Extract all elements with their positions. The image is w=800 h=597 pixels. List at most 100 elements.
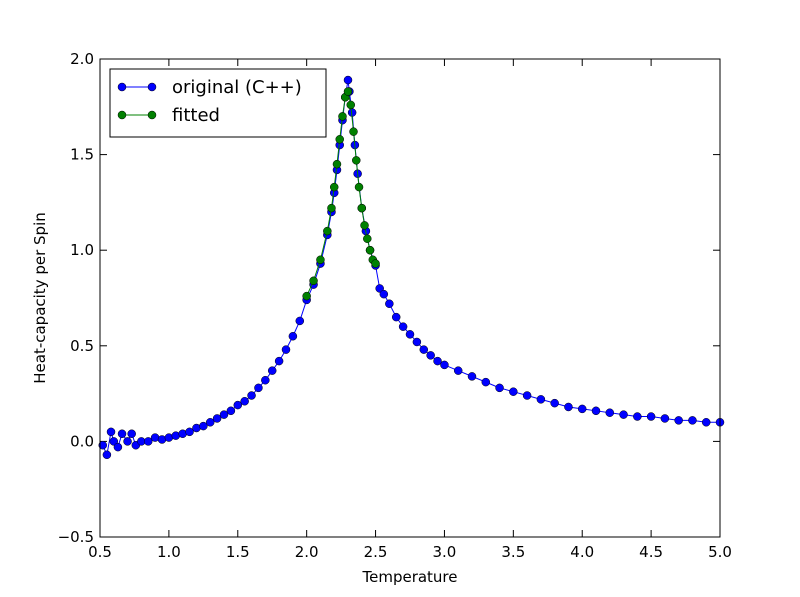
data-point [646, 412, 656, 421]
data-point [329, 182, 339, 192]
x-tick-label: 1.0 [157, 543, 181, 561]
data-point [233, 400, 243, 410]
data-point [433, 356, 442, 366]
data-point [323, 226, 332, 236]
data-point [205, 418, 215, 427]
data-point [332, 159, 342, 169]
data-point [405, 330, 415, 339]
data-point [254, 383, 263, 393]
data-point [536, 395, 546, 404]
y-tick-label: 2.0 [70, 50, 94, 68]
x-tick-label: 3.5 [501, 543, 525, 561]
y-tick-label: 0.0 [70, 432, 94, 450]
data-point [633, 412, 642, 421]
data-point [419, 345, 429, 354]
data-point [335, 135, 344, 144]
data-point [605, 408, 615, 417]
data-point [701, 418, 711, 427]
x-tick-label: 4.0 [570, 543, 594, 561]
data-point [274, 356, 284, 366]
data-point [302, 291, 311, 301]
y-tick-label: 1.5 [70, 146, 94, 164]
y-tick-label: 0.5 [70, 337, 94, 355]
data-point [113, 442, 123, 452]
data-point [352, 156, 361, 165]
data-point [267, 366, 277, 375]
data-point [398, 322, 408, 331]
data-point [102, 450, 112, 460]
data-point [426, 351, 435, 360]
y-tick-label: 1.0 [70, 241, 94, 259]
data-point [346, 100, 356, 110]
data-point [564, 402, 573, 412]
data-point [247, 391, 256, 400]
data-point [316, 255, 325, 265]
data-point [357, 203, 367, 213]
data-point [481, 377, 491, 387]
data-point [185, 427, 194, 437]
x-tick-label: 0.5 [88, 543, 112, 561]
data-point [295, 316, 305, 326]
legend-label: fitted [172, 105, 220, 126]
y-axis-label: Heat-capacity per Spin [31, 212, 49, 384]
data-point [343, 87, 353, 96]
data-point [226, 406, 236, 416]
data-point [261, 375, 270, 385]
data-point [412, 337, 422, 347]
legend-box [109, 68, 327, 138]
data-point [577, 404, 587, 414]
data-point [354, 182, 364, 192]
x-tick-label: 2.5 [364, 543, 388, 561]
legend-marker [147, 110, 157, 120]
data-point [688, 416, 697, 425]
data-point [509, 387, 518, 396]
data-point [440, 360, 449, 370]
data-point [240, 396, 249, 406]
data-point [281, 345, 291, 354]
x-tick-label: 1.5 [226, 543, 250, 561]
data-point [98, 440, 108, 450]
x-tick-label: 5.0 [708, 543, 732, 561]
data-point [327, 203, 336, 213]
data-point [619, 410, 628, 419]
data-point [109, 437, 119, 446]
data-point [143, 437, 153, 446]
data-point [375, 284, 384, 293]
data-point [219, 410, 229, 419]
data-point [674, 416, 683, 425]
data-point [660, 414, 670, 423]
data-point [127, 429, 136, 439]
data-point [117, 429, 127, 439]
data-point [522, 391, 532, 400]
data-point [123, 437, 132, 446]
data-point [467, 372, 477, 381]
x-tick-label: 4.5 [639, 543, 663, 561]
data-point [371, 259, 380, 268]
data-point [591, 406, 601, 416]
data-point [495, 383, 504, 393]
data-point [309, 276, 318, 286]
data-point [453, 366, 463, 375]
data-point [365, 245, 375, 255]
legend-label: original (C++) [172, 77, 302, 98]
legend-marker [117, 82, 127, 92]
data-point [106, 427, 116, 437]
data-point [379, 289, 389, 299]
data-point [550, 398, 559, 408]
y-tick-label: −0.5 [58, 528, 94, 546]
data-point [385, 299, 394, 308]
x-axis-label: Temperature [361, 568, 457, 586]
data-point [391, 312, 401, 322]
data-point [349, 127, 358, 136]
x-tick-label: 2.0 [295, 543, 319, 561]
data-point [199, 421, 208, 431]
data-point [212, 414, 222, 423]
data-point [360, 221, 369, 230]
plot-frame [99, 58, 721, 538]
x-tick-label: 3.0 [433, 543, 457, 561]
legend-marker [117, 110, 127, 120]
legend-marker [147, 82, 157, 92]
data-point [363, 234, 372, 243]
